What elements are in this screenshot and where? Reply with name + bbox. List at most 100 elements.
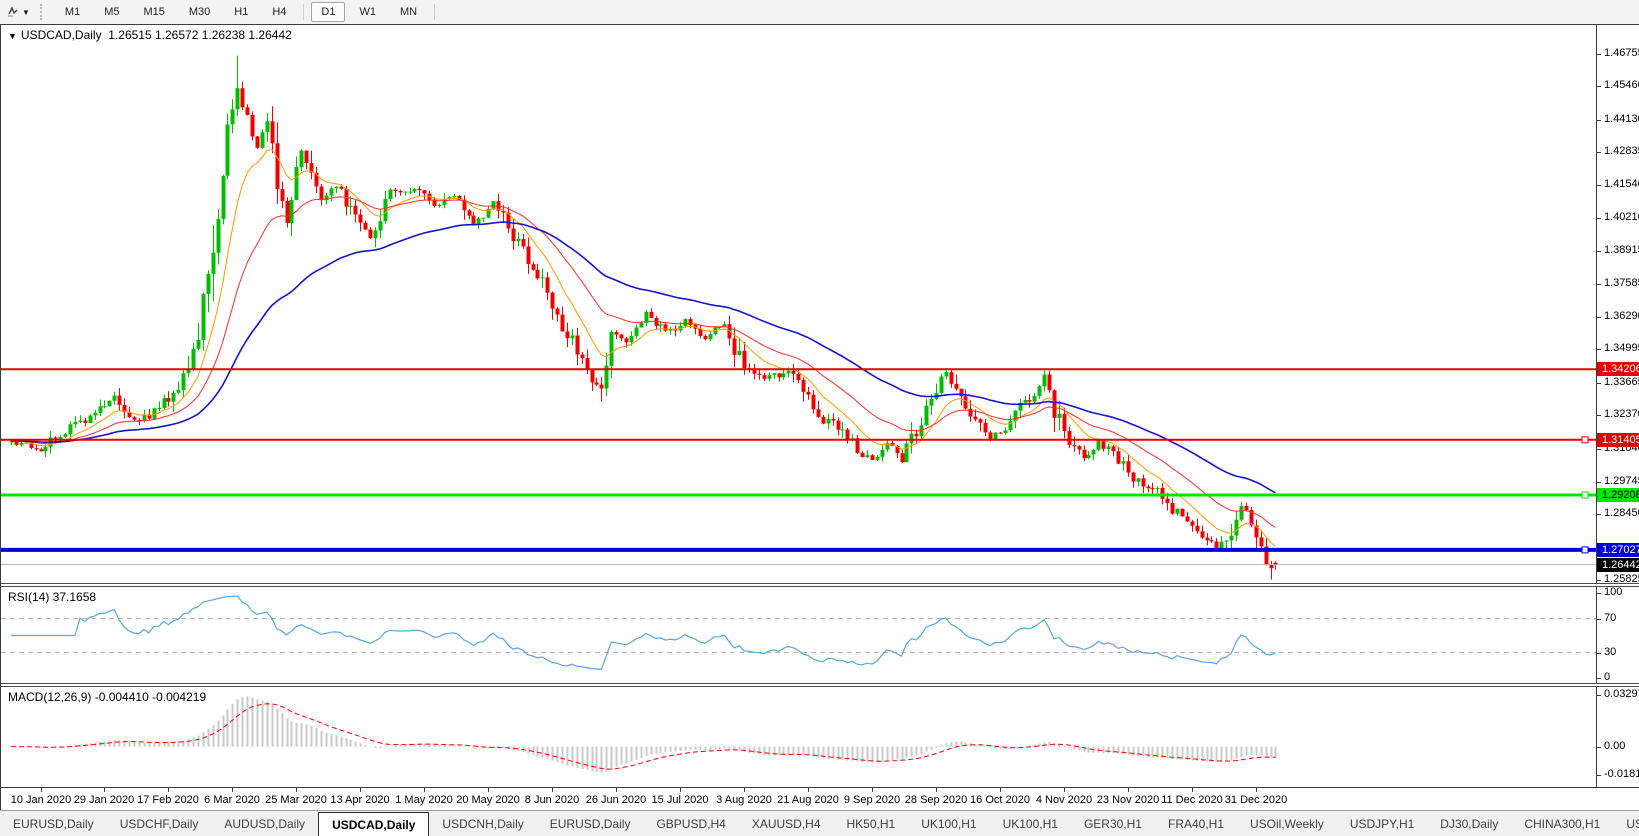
- chart-tab-usdchf-daily[interactable]: USDCHF,Daily: [119, 817, 199, 831]
- axis-tick-label: 1.41540: [1604, 178, 1639, 190]
- panel-splitter[interactable]: [1, 583, 1639, 587]
- ma-line-24: [10, 196, 1276, 528]
- date-tick: [360, 788, 361, 792]
- axis-tick: [1597, 415, 1601, 416]
- timeframe-button-mn[interactable]: MN: [399, 6, 418, 18]
- date-tick: [872, 788, 873, 792]
- axis-tick: [1597, 619, 1601, 620]
- timeframe-button-d1[interactable]: D1: [311, 2, 346, 22]
- chart-tab-hk50-h1[interactable]: HK50,H1: [846, 817, 896, 831]
- axis-tick-label: 1.40210: [1604, 211, 1639, 223]
- axis-tick: [1597, 747, 1601, 748]
- rsi-plot[interactable]: [1, 587, 1596, 683]
- axis-tick-label: -0.018154: [1604, 768, 1639, 780]
- level-handle[interactable]: [1581, 491, 1589, 499]
- date-label: 1 May 2020: [395, 794, 453, 806]
- axis-tick-label: 1.25825: [1604, 573, 1639, 585]
- axis-tick: [1597, 86, 1601, 87]
- axis-tick-label: 0.00: [1604, 740, 1626, 752]
- axis-tick: [1597, 54, 1601, 55]
- date-tick: [41, 788, 42, 792]
- chart-tab-uk100-h1[interactable]: UK100,H1: [1002, 817, 1058, 831]
- date-label: 11 Dec 2020: [1161, 794, 1223, 806]
- chart-tab-ger30-h1[interactable]: GER30,H1: [1083, 817, 1142, 831]
- timeframe-button-m30[interactable]: M30: [188, 6, 211, 18]
- axis-tick-label: 1.29745: [1604, 475, 1639, 487]
- date-tick: [168, 788, 169, 792]
- panel-splitter[interactable]: [1, 683, 1639, 687]
- timeframe-button-h4[interactable]: H4: [272, 6, 287, 18]
- chart-tab-eurusd-daily[interactable]: EURUSD,Daily: [13, 817, 94, 831]
- chart-tab-dj30-daily[interactable]: DJ30,Daily: [1440, 817, 1499, 831]
- toolbar-grip-handle[interactable]: [39, 4, 47, 20]
- timeframe-button-w1[interactable]: W1: [359, 6, 376, 18]
- macd-panel[interactable]: MACD(12,26,9) -0.004410 -0.004219: [1, 687, 1596, 787]
- axis-tick: [1597, 383, 1601, 384]
- chart-tab-audusd-daily[interactable]: AUDUSD,Daily: [224, 817, 306, 831]
- chart-tab-fra40-h1[interactable]: FRA40,H1: [1167, 817, 1225, 831]
- timeframe-button-m1[interactable]: M1: [64, 6, 81, 18]
- date-tick: [232, 788, 233, 792]
- axis-tick: [1597, 695, 1601, 696]
- date-tick: [296, 788, 297, 792]
- chart-tab-usoil-weekly[interactable]: USOil,Weekly: [1250, 817, 1324, 831]
- chart-title: ▼ USDCAD,Daily 1.26515 1.26572 1.26238 1.…: [8, 28, 292, 42]
- timeframe-button-h1[interactable]: H1: [234, 6, 249, 18]
- date-scale-axis[interactable]: 10 Jan 2020 29 Jan 2020 17 Feb 2020 6 Mar 2…: [1, 787, 1639, 811]
- macd-indicator-label: MACD(12,26,9) -0.004410 -0.004219: [8, 690, 207, 704]
- price-scale-axis[interactable]: 1.46755 1.45460 1.44130 1.42835 1.41540 1.402…: [1596, 25, 1639, 787]
- axis-tick-label: 1.38915: [1604, 244, 1639, 256]
- ma-line-55: [10, 221, 1276, 494]
- axis-tick-label: 1.34995: [1604, 342, 1639, 354]
- axis-tick-label: 1.28450: [1604, 507, 1639, 519]
- date-label: 26 Jun 2020: [585, 794, 647, 806]
- axis-tick: [1597, 449, 1601, 450]
- chart-tab-xauusd-h4[interactable]: XAUUSD,H4: [751, 817, 821, 831]
- collapse-triangle-icon[interactable]: ▼: [8, 31, 17, 41]
- candles-group: [9, 55, 1278, 580]
- axis-tick: [1597, 653, 1601, 654]
- price-badge-1.27027: 1.27027: [1597, 543, 1639, 557]
- price-badge-1.26442: 1.26442: [1597, 558, 1639, 572]
- timeframe-button-m5[interactable]: M5: [104, 6, 120, 18]
- axis-tick: [1597, 152, 1601, 153]
- axis-tick: [1597, 120, 1601, 121]
- chart-tab-uk100-h1[interactable]: UK100,H1: [921, 817, 977, 831]
- timeframe-buttons-group: M1 M5 M15 M30 H1 H4 D1 W1 MN: [53, 2, 440, 22]
- cursor-tool-icon: [8, 6, 18, 17]
- chart-tab-gbpusd-h4[interactable]: GBPUSD,H4: [656, 817, 726, 831]
- date-label: 3 Aug 2020: [716, 794, 772, 806]
- date-label: 29 Jan 2020: [73, 794, 135, 806]
- axis-tick-label: 100: [1604, 586, 1623, 598]
- date-label: 10 Jan 2020: [10, 794, 72, 806]
- chart-tab-eurusd-daily[interactable]: EURUSD,Daily: [549, 817, 631, 831]
- macd-signal-line: [11, 703, 1276, 770]
- chart-tab-china300-h1[interactable]: CHINA300,H1: [1524, 817, 1601, 831]
- date-label: 21 Aug 2020: [777, 794, 839, 806]
- axis-tick: [1597, 775, 1601, 776]
- chart-tab-usoil-[interactable]: USOil,: [1626, 817, 1639, 831]
- axis-tick-label: 0: [1604, 671, 1611, 683]
- axis-tick-label: 1.42835: [1604, 145, 1639, 157]
- axis-tick-label: 1.37585: [1604, 277, 1639, 289]
- chart-tab-usdjpy-h1[interactable]: USDJPY,H1: [1349, 817, 1415, 831]
- macd-plot[interactable]: [1, 687, 1596, 787]
- price-badge-1.34206: 1.34206: [1597, 362, 1639, 376]
- date-tick: [1128, 788, 1129, 792]
- level-handle[interactable]: [1581, 436, 1589, 444]
- level-handle[interactable]: [1581, 546, 1589, 554]
- cursor-tool-button[interactable]: ▼: [2, 3, 36, 21]
- rsi-panel[interactable]: RSI(14) 37.1658: [1, 587, 1596, 683]
- main-price-panel[interactable]: ▼ USDCAD,Daily 1.26515 1.26572 1.26238 1.…: [1, 25, 1596, 583]
- chart-tab-usdcnh-daily[interactable]: USDCNH,Daily: [442, 817, 524, 831]
- date-label: 20 May 2020: [456, 794, 520, 806]
- date-tick: [808, 788, 809, 792]
- date-label: 13 Apr 2020: [330, 794, 390, 806]
- axis-tick: [1597, 251, 1601, 252]
- timeframe-button-m15[interactable]: M15: [143, 6, 165, 18]
- price-badge-1.31405: 1.31405: [1597, 433, 1639, 447]
- chart-tab-usdcad-daily[interactable]: USDCAD,Daily: [318, 812, 430, 836]
- candlestick-chart[interactable]: [1, 25, 1596, 583]
- chevron-down-icon: ▼: [22, 7, 30, 17]
